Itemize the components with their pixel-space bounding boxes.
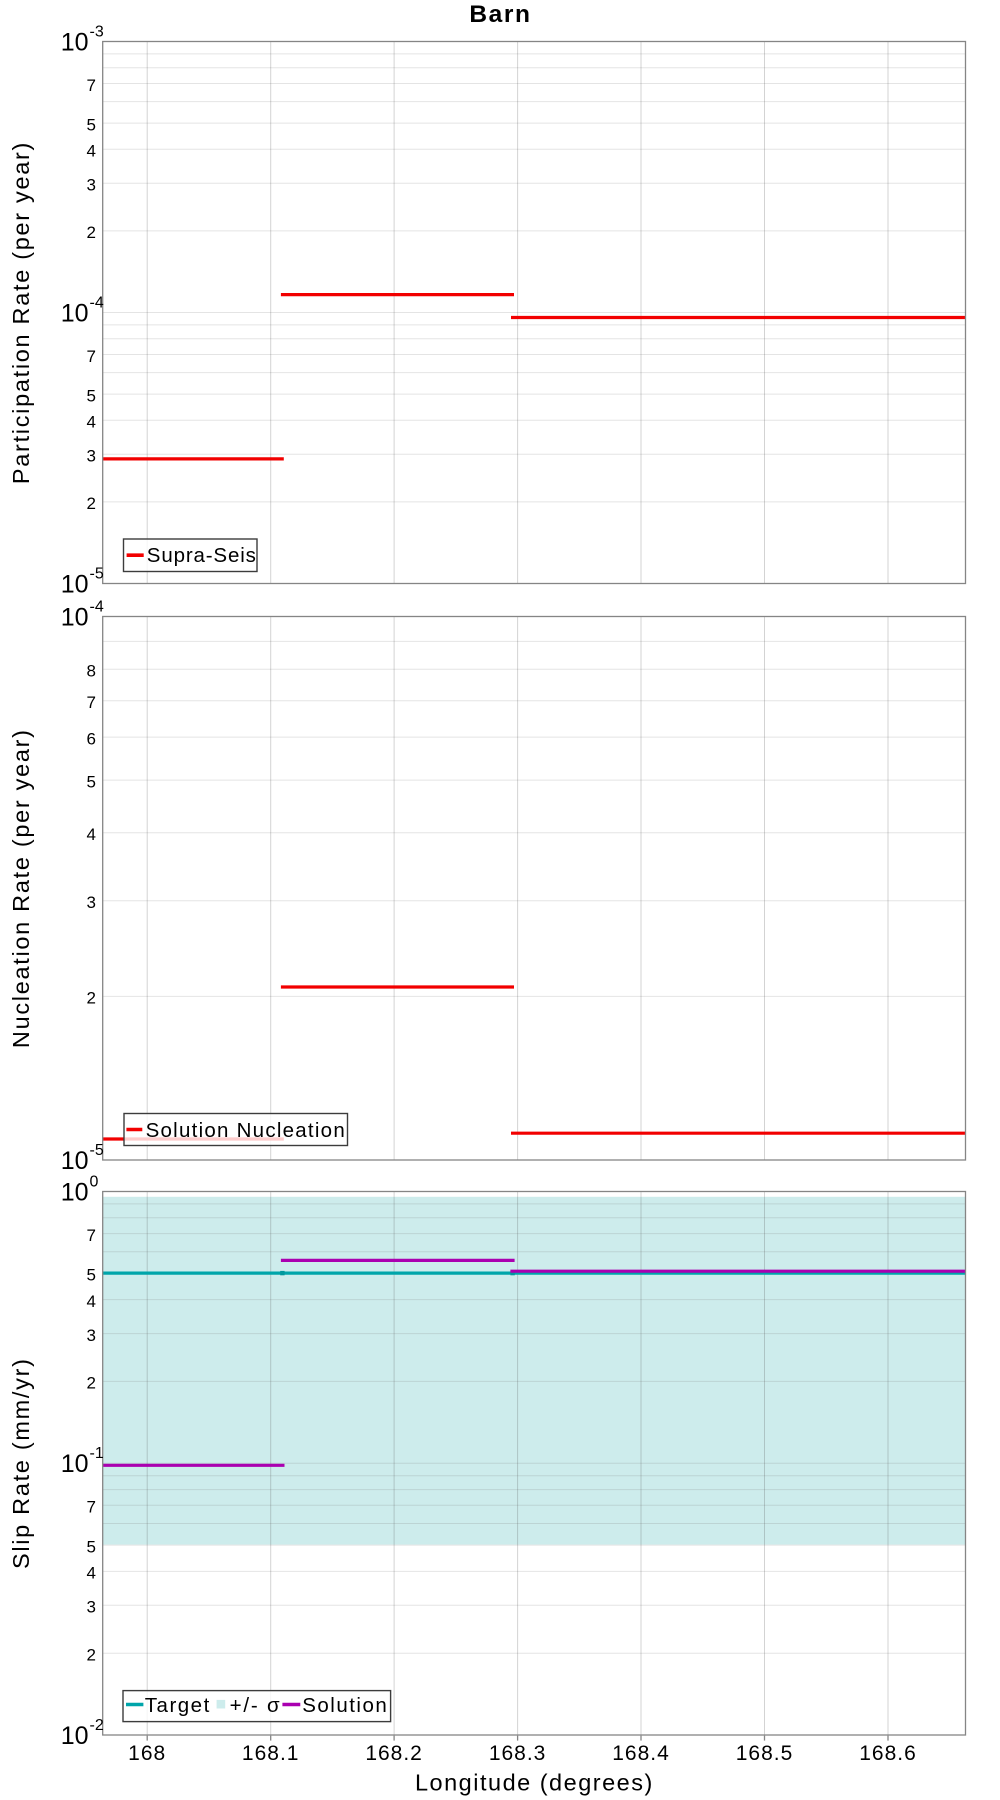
svg-text:4: 4 [87,142,96,161]
svg-text:3: 3 [87,893,96,912]
svg-text:3: 3 [87,1598,96,1617]
svg-text:Supra-Seis: Supra-Seis [147,544,257,567]
svg-text:0: 0 [90,1174,99,1191]
svg-text:-5: -5 [90,1142,104,1159]
svg-text:Barn: Barn [469,1,531,28]
svg-text:2: 2 [87,494,96,513]
svg-text:2: 2 [87,1374,96,1393]
svg-text:Nucleation Rate (per year): Nucleation Rate (per year) [8,728,34,1048]
svg-text:168.6: 168.6 [859,1742,917,1765]
svg-text:-4: -4 [90,295,104,312]
svg-text:168.3: 168.3 [489,1742,547,1765]
svg-text:4: 4 [87,1564,96,1583]
svg-text:3: 3 [87,447,96,466]
svg-text:168.5: 168.5 [736,1742,794,1765]
svg-text:Solution Nucleation: Solution Nucleation [146,1119,346,1142]
svg-text:168.1: 168.1 [242,1742,300,1765]
svg-text:Longitude (degrees): Longitude (degrees) [415,1770,654,1796]
svg-text:10: 10 [61,571,89,599]
svg-text:4: 4 [87,413,96,432]
svg-text:7: 7 [87,693,96,712]
svg-text:10: 10 [61,1722,89,1750]
svg-text:-2: -2 [90,1717,104,1734]
svg-text:3: 3 [87,1326,96,1345]
svg-text:6: 6 [87,729,96,748]
svg-text:7: 7 [87,76,96,95]
svg-text:2: 2 [87,223,96,242]
svg-text:5: 5 [87,386,96,405]
svg-text:10: 10 [61,1179,89,1207]
svg-text:10: 10 [61,29,89,57]
svg-text:10: 10 [61,1147,89,1175]
svg-text:4: 4 [87,825,96,844]
svg-text:5: 5 [87,1537,96,1556]
svg-text:2: 2 [87,1646,96,1665]
svg-text:2: 2 [87,989,96,1008]
svg-text:10: 10 [61,604,89,632]
svg-text:-1: -1 [90,1445,104,1462]
svg-text:168.2: 168.2 [365,1742,423,1765]
svg-text:10: 10 [61,1450,89,1478]
svg-text:Target: Target [145,1694,211,1717]
svg-text:7: 7 [87,347,96,366]
svg-text:8: 8 [87,662,96,681]
svg-text:168: 168 [128,1742,166,1765]
svg-text:3: 3 [87,176,96,195]
svg-text:7: 7 [87,1498,96,1517]
svg-text:4: 4 [87,1292,96,1311]
svg-text:5: 5 [87,1266,96,1285]
svg-text:Participation Rate (per year): Participation Rate (per year) [8,141,34,484]
svg-text:-5: -5 [90,566,104,583]
svg-text:5: 5 [87,772,96,791]
svg-text:5: 5 [87,115,96,134]
svg-text:-3: -3 [90,24,104,41]
svg-text:-4: -4 [90,599,104,616]
svg-text:7: 7 [87,1226,96,1245]
svg-text:+/- σ: +/- σ [230,1694,282,1717]
svg-text:Solution: Solution [302,1694,388,1717]
svg-text:Slip Rate (mm/yr): Slip Rate (mm/yr) [8,1357,34,1569]
svg-text:10: 10 [61,300,89,328]
svg-text:168.4: 168.4 [612,1742,670,1765]
